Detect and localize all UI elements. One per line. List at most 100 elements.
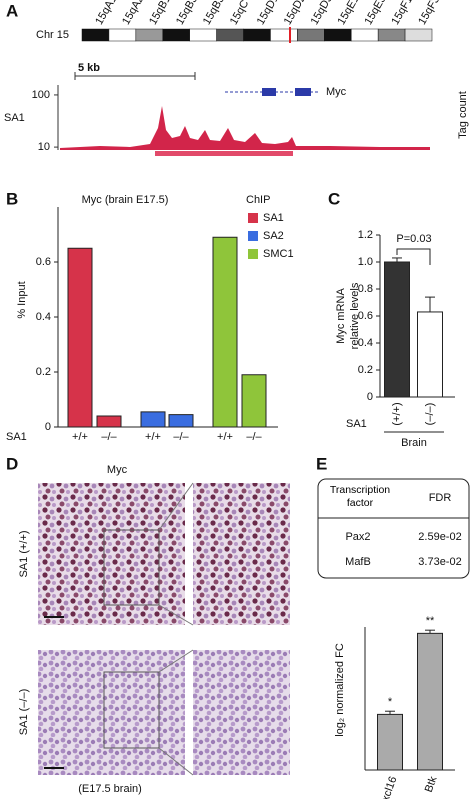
band-label: 15qB1: [147, 0, 173, 27]
x-tick-label: –/–: [101, 431, 117, 443]
band-label: 15qE3: [362, 0, 388, 27]
y-tick-label: 0: [367, 391, 373, 403]
band-label: 15qF1: [389, 0, 415, 27]
track-axis: 10 100: [32, 89, 58, 153]
x-tick-label: +/+: [217, 431, 233, 443]
table-cell: 3.73e-02: [418, 556, 461, 568]
inset-connector: [158, 649, 194, 673]
legend-label: SA2: [263, 230, 284, 242]
panel-label: C: [328, 189, 340, 208]
gene-exon: [295, 88, 311, 96]
y-tick-label: 1.0: [358, 256, 373, 268]
band-label: 15qA1: [93, 0, 119, 27]
row-label: SA1 (+/+): [18, 530, 30, 577]
inset-box: [103, 529, 160, 606]
x-tick-label: –/–: [246, 431, 262, 443]
y-tick-label: 0.2: [36, 366, 51, 378]
y-tick-label: 0.6: [358, 310, 373, 322]
ideogram-band: [324, 28, 352, 42]
legend-title: ChIP: [246, 194, 270, 206]
significance: *: [388, 696, 393, 708]
panel-label: A: [6, 1, 18, 20]
bar: [212, 236, 238, 428]
ideogram-band: [189, 28, 217, 42]
x-tick-label: –/–: [173, 431, 189, 443]
band-label: 15qA2: [120, 0, 146, 27]
y-tick-label: 0.6: [36, 256, 51, 268]
x-tick-label: (+/+): [391, 402, 403, 425]
inset-connector: [158, 482, 194, 531]
chromosome-label: Chr 15: [36, 29, 69, 41]
ideogram-band: [162, 28, 190, 42]
y-axis-label: % Input: [16, 281, 28, 318]
chart-title: Myc (brain E17.5): [82, 194, 169, 206]
ideogram-band: [404, 28, 433, 42]
ideogram-band: [243, 28, 271, 42]
panel-label: D: [6, 454, 18, 473]
group-label: SA1: [346, 418, 367, 430]
inset-box: [103, 671, 160, 749]
bar: [377, 713, 403, 771]
bar: [384, 261, 410, 398]
track-label: SA1: [4, 112, 25, 124]
table-frame: [317, 478, 470, 579]
y-tick-label: 0.2: [358, 364, 373, 376]
row-label: SA1 (–/–): [18, 689, 30, 735]
band-label: 15qC: [228, 0, 252, 27]
y-axis-label: Myc mRNA: [335, 288, 347, 344]
image-caption: (E17.5 brain): [78, 783, 142, 795]
y-axis-label: relative levels: [349, 282, 361, 349]
scale-label: 5 kb: [78, 62, 100, 74]
legend-swatch: [248, 231, 258, 241]
track-ylabel: Tag count: [457, 91, 469, 139]
x-tick-label: +/+: [72, 431, 88, 443]
ideogram-band: [350, 28, 379, 42]
x-tick-label: +/+: [145, 431, 161, 443]
micrograph-inset: [193, 483, 290, 625]
band-label: 15qD2: [282, 0, 309, 27]
group-label: SA1: [6, 431, 27, 443]
peak-region: [155, 151, 293, 156]
band-label: 15qE1: [335, 0, 361, 27]
panel-label: E: [316, 454, 327, 473]
band-label: 15qD3: [309, 0, 336, 27]
y-tick-label: 0.4: [358, 337, 373, 349]
ideogram-band: [270, 28, 298, 42]
band-label: 15qD1: [255, 0, 282, 27]
y-tick-label: 0.8: [358, 283, 373, 295]
legend-swatch: [248, 249, 258, 259]
y-axis-label: log₂ normalized FC: [334, 643, 346, 737]
x-tick-label: Btk: [423, 774, 440, 794]
band-label: 15qB3.1: [174, 0, 205, 27]
gene-label: Myc: [326, 86, 347, 98]
significance: **: [426, 615, 435, 627]
ideogram-band: [297, 28, 325, 42]
bar: [168, 414, 194, 428]
y-tick-label: 0: [45, 421, 51, 433]
subgroup-label: Brain: [401, 437, 427, 449]
ideogram-band: [216, 28, 244, 42]
table-header-cell: Transcription factor: [330, 484, 390, 509]
image-title: Myc: [107, 464, 128, 476]
significance-bracket: [396, 248, 431, 265]
panel-labels: A B C D E: [6, 1, 340, 473]
bar: [96, 415, 122, 428]
y-tick-label: 100: [32, 89, 50, 101]
legend-swatch: [248, 213, 258, 223]
ideogram-band: [377, 28, 406, 42]
micrograph: [38, 483, 185, 625]
bar: [417, 311, 443, 398]
table-cell: Pax2: [345, 531, 370, 543]
y-tick-label: 1.2: [358, 229, 373, 241]
inset-connector: [158, 747, 194, 776]
bar: [241, 374, 267, 428]
ideogram-band: [108, 28, 137, 42]
inset-connector: [158, 604, 194, 626]
ideogram-band: [81, 28, 110, 42]
track-signal: [60, 106, 430, 150]
panel-label: B: [6, 189, 18, 208]
band-label: 15qF3: [416, 0, 442, 27]
table-cell: 2.59e-02: [418, 531, 461, 543]
